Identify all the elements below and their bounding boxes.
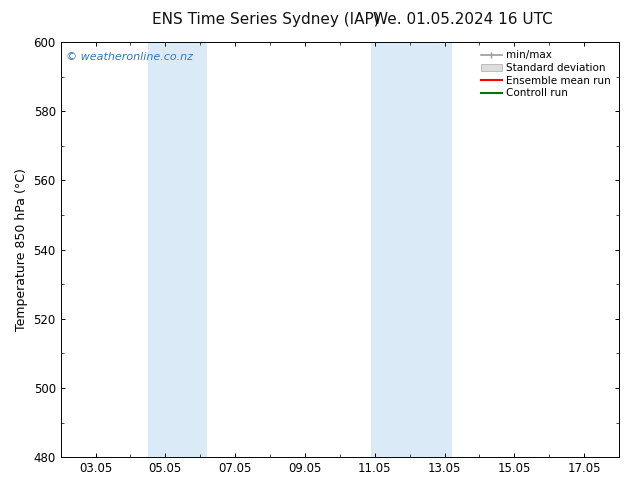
Bar xyxy=(148,42,207,457)
Bar xyxy=(372,42,451,457)
Text: ENS Time Series Sydney (IAP): ENS Time Series Sydney (IAP) xyxy=(152,12,380,27)
Text: We. 01.05.2024 16 UTC: We. 01.05.2024 16 UTC xyxy=(373,12,553,27)
Legend: min/max, Standard deviation, Ensemble mean run, Controll run: min/max, Standard deviation, Ensemble me… xyxy=(478,47,614,101)
Text: © weatheronline.co.nz: © weatheronline.co.nz xyxy=(66,52,193,62)
Y-axis label: Temperature 850 hPa (°C): Temperature 850 hPa (°C) xyxy=(15,168,28,331)
